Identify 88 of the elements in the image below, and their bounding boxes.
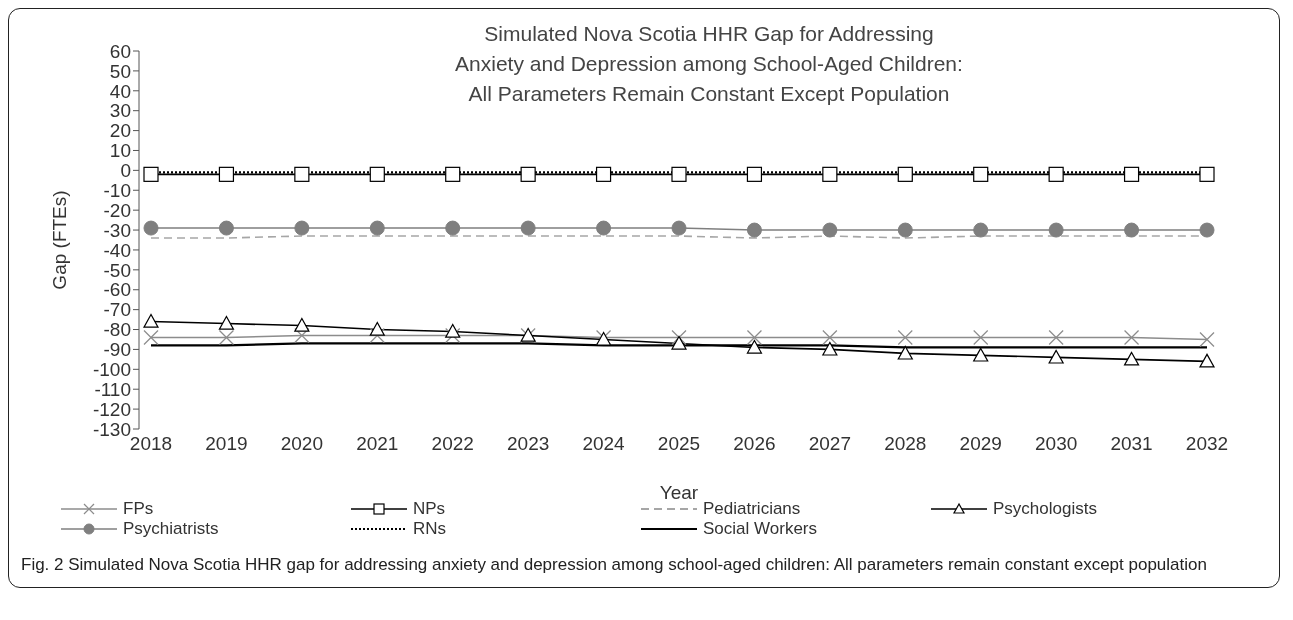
x-tick-label: 2026	[733, 433, 776, 455]
y-tick-label: -30	[103, 219, 131, 241]
y-tick-label: -40	[103, 239, 131, 261]
point	[1123, 351, 1140, 366]
y-tick-label: -70	[103, 299, 131, 321]
y-tick-label: -120	[92, 398, 131, 420]
point	[1199, 353, 1215, 368]
y-tick-label: 0	[120, 160, 131, 182]
point	[445, 323, 461, 338]
point	[595, 166, 612, 182]
point	[445, 220, 461, 236]
point	[218, 166, 235, 182]
y-tick-label: -90	[103, 339, 131, 361]
legend-label: Psychologists	[993, 499, 1097, 519]
point	[369, 321, 385, 336]
point	[294, 317, 310, 332]
y-tick-label: 30	[109, 100, 131, 122]
point	[520, 220, 536, 236]
point	[1048, 222, 1064, 238]
x-axis-title: Year	[659, 482, 699, 503]
legend-label: RNs	[413, 519, 447, 539]
y-tick-label: 60	[109, 40, 131, 62]
point	[369, 220, 385, 236]
point	[746, 222, 762, 238]
point	[822, 341, 838, 356]
point	[1048, 349, 1064, 364]
caption: Fig. 2 Simulated Nova Scotia HHR gap for addressing anxiety and depression among school-aged children: All parameters remain constant except population	[21, 555, 1208, 575]
x-tick-label: 2019	[205, 433, 248, 455]
point	[897, 345, 913, 360]
y-tick-label: 20	[109, 120, 131, 142]
y-tick-label: 10	[109, 140, 131, 162]
point	[218, 315, 235, 330]
point	[1048, 166, 1064, 182]
x-tick-label: 2022	[431, 433, 474, 455]
x-tick-label: 2031	[1110, 433, 1153, 455]
x-tick-label: 2018	[129, 433, 173, 455]
x-tick-label: 2023	[507, 433, 550, 455]
y-tick-label: -50	[103, 259, 131, 281]
point	[369, 166, 385, 182]
point	[1124, 222, 1140, 238]
legend-label: Social Workers	[703, 519, 817, 539]
legend-label: FPs	[123, 499, 154, 519]
x-tick-label: 2024	[582, 433, 626, 455]
x-tick-label: 2021	[356, 433, 399, 455]
x-tick-label: 2025	[657, 433, 701, 455]
x-tick-label: 2032	[1185, 433, 1229, 455]
y-tick-label: -110	[94, 378, 131, 400]
point	[294, 166, 310, 182]
point	[822, 166, 838, 182]
point	[1199, 222, 1215, 238]
x-tick-label: 2028	[884, 433, 927, 455]
legend-label: NPs	[413, 499, 446, 519]
point	[746, 166, 763, 182]
legend-label: Pediatricians	[703, 499, 801, 519]
point	[822, 222, 838, 238]
point	[973, 166, 989, 182]
point	[596, 220, 612, 236]
y-axis-title: Gap (FTEs)	[48, 190, 70, 290]
x-tick-label: 2027	[808, 433, 851, 455]
y-tick-label: -130	[92, 418, 131, 440]
legend-label: Psychiatrists	[123, 519, 219, 539]
point	[973, 347, 989, 362]
y-tick-label: -60	[103, 279, 131, 301]
point	[671, 166, 687, 182]
x-tick-label: 2020	[280, 433, 323, 455]
point	[897, 166, 913, 182]
point	[218, 220, 234, 236]
point	[973, 222, 989, 238]
point	[143, 313, 159, 328]
y-tick-label: -20	[103, 199, 131, 221]
point	[671, 220, 687, 236]
y-tick-label: -100	[92, 359, 131, 381]
y-tick-label: 50	[109, 60, 131, 82]
point	[1123, 166, 1140, 182]
point	[1199, 166, 1215, 182]
y-tick-label: -10	[103, 180, 131, 202]
chart-title: Simulated Nova Scotia HHR Gap for Addressing Anxiety and Depression among School-Aged Children: All Parameters Remain Constant Except Population	[454, 21, 964, 107]
point	[897, 222, 913, 238]
point	[294, 220, 310, 236]
point	[746, 339, 763, 354]
point	[143, 220, 159, 236]
x-tick-label: 2029	[959, 433, 1002, 455]
y-tick-label: 40	[109, 80, 131, 102]
point	[143, 166, 159, 182]
x-tick-label: 2030	[1035, 433, 1078, 455]
y-tick-label: -80	[103, 319, 131, 341]
point	[520, 166, 536, 182]
point	[445, 166, 461, 182]
